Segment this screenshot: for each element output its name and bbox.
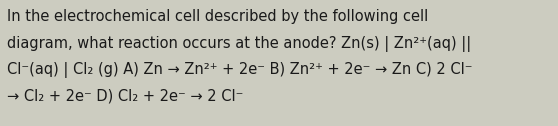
Text: In the electrochemical cell described by the following cell: In the electrochemical cell described by…	[7, 9, 428, 24]
Text: diagram, what reaction occurs at the anode? Zn(s) | Zn²⁺(aq) ||: diagram, what reaction occurs at the ano…	[7, 36, 471, 52]
Text: Cl⁻(aq) | Cl₂ (g) A) Zn → Zn²⁺ + 2e⁻ B) Zn²⁺ + 2e⁻ → Zn C) 2 Cl⁻: Cl⁻(aq) | Cl₂ (g) A) Zn → Zn²⁺ + 2e⁻ B) …	[7, 62, 472, 78]
Text: → Cl₂ + 2e⁻ D) Cl₂ + 2e⁻ → 2 Cl⁻: → Cl₂ + 2e⁻ D) Cl₂ + 2e⁻ → 2 Cl⁻	[7, 88, 243, 103]
